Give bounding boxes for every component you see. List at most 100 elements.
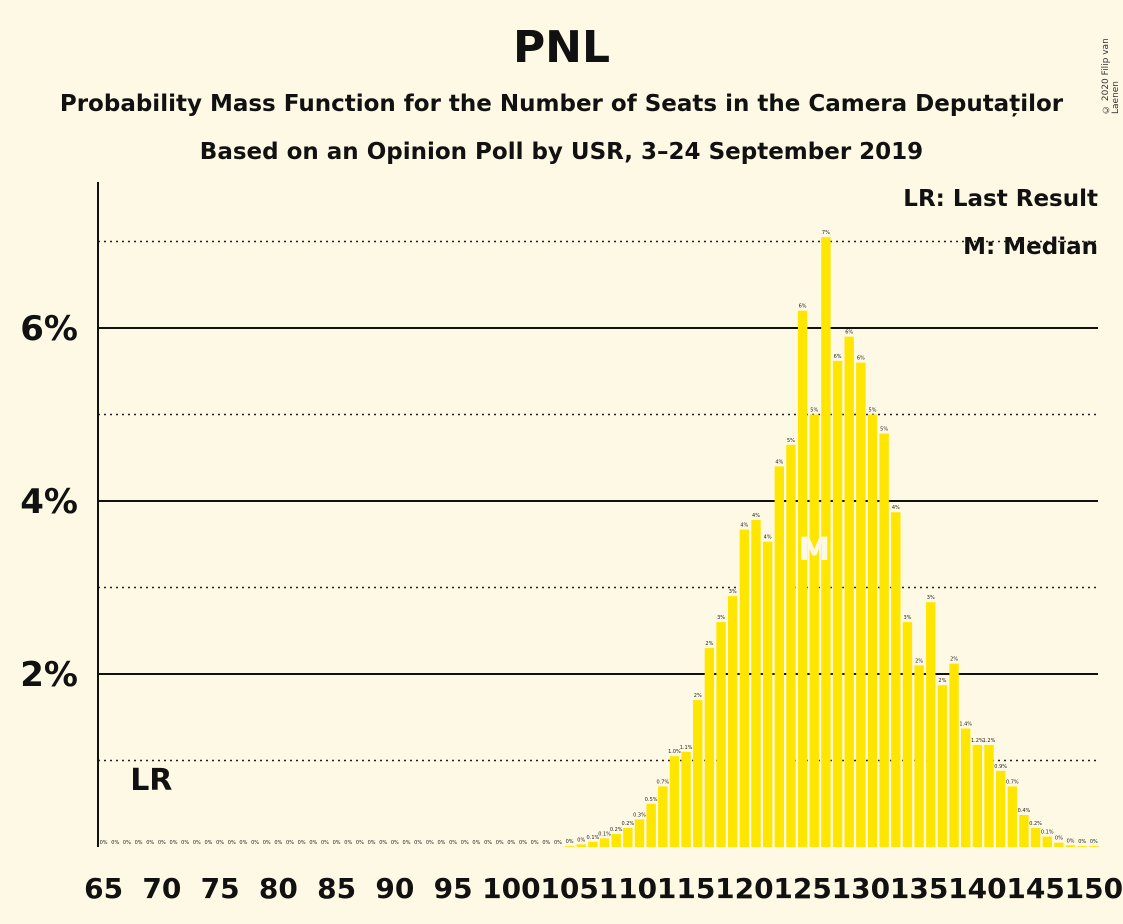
data-label: 1.2% [971,738,984,744]
data-label: 0% [263,840,271,846]
data-label: 0% [321,840,329,846]
data-label: 0.2% [610,827,623,833]
data-label: 5% [869,408,877,414]
data-label: 0% [216,840,224,846]
bar [937,685,948,847]
data-label: 6% [857,356,865,362]
x-tick-label: 145 [1006,872,1064,905]
x-tick-label: 150 [1065,872,1123,905]
bar [809,414,819,847]
bar [634,819,645,847]
data-label: 0% [484,840,492,846]
bar [972,744,983,847]
bar [623,827,633,847]
data-label: 0% [100,840,108,846]
bar [879,433,889,847]
bar [1030,827,1041,847]
data-label: 0.2% [621,821,634,827]
data-label: 1.4% [959,721,972,727]
bar [914,665,924,847]
data-label: 0% [1067,838,1075,844]
bar [576,844,586,847]
bar [1054,842,1064,847]
chart-subtitle: Probability Mass Function for the Number… [59,91,1064,117]
data-label: 0% [519,840,527,846]
data-label: 1.0% [668,749,681,755]
data-label: 0% [566,839,574,845]
chart-title: PNL [512,22,611,73]
bar [658,786,668,847]
bar [728,596,738,847]
bar [564,846,575,847]
bar [1007,786,1017,847]
x-tick-label: 120 [715,872,773,905]
data-label: 0% [298,840,306,846]
data-label: 3% [927,595,935,601]
bar [716,622,726,847]
y-tick-label: 2% [20,655,78,695]
bar [891,512,901,847]
data-label: 6% [799,304,807,310]
bar [681,751,691,847]
data-label: 2% [950,657,958,663]
legend-median: M: Median [963,234,1098,260]
bar [797,310,808,847]
data-label: 3% [903,615,911,621]
marker-labels: LR M [130,530,830,798]
bar-series [564,237,1099,848]
x-tick-label: 65 [84,872,123,905]
data-label: 2% [694,693,702,699]
data-label: 0% [507,840,515,846]
x-tick-label: 100 [482,872,540,905]
bar [926,602,936,847]
x-tick-label: 75 [201,872,240,905]
bar [762,541,773,847]
data-label: 0% [426,840,434,846]
bar [1077,846,1087,847]
x-tick-label: 125 [773,872,831,905]
bar [844,336,854,847]
data-label: 0.7% [656,779,669,785]
data-label: 0% [414,840,422,846]
chart-source-line: Based on an Opinion Poll by USR, 3–24 Se… [199,139,924,165]
data-label: 0% [170,840,178,846]
data-label: 0% [496,840,504,846]
data-label: 0% [181,840,189,846]
x-tick-label: 85 [317,872,356,905]
data-label: 0% [368,840,376,846]
bar [1019,814,1029,847]
last-result-marker: LR [130,763,172,798]
data-label: 4% [764,535,772,541]
bar [821,237,831,848]
data-label: 0% [228,840,236,846]
data-label: 0% [1078,839,1086,845]
data-label: 0.1% [598,831,611,837]
bar [1089,846,1099,847]
x-tick-label: 115 [657,872,715,905]
data-label: 0.9% [994,764,1007,770]
data-label: 0% [531,840,539,846]
data-label: 7% [822,230,830,236]
data-label: 0% [449,840,457,846]
bar [786,444,796,847]
data-label: 0% [391,840,399,846]
bar [739,529,750,847]
data-label: 5% [880,427,888,433]
data-label: 3% [729,589,737,595]
bar [995,770,1006,847]
median-marker: M [798,530,830,568]
data-label: 0% [437,840,445,846]
data-label: 4% [892,505,900,511]
data-label: 0.2% [1029,821,1042,827]
x-tick-label: 110 [599,872,657,905]
data-label: 5% [787,438,795,444]
data-label: 0% [135,840,143,846]
data-label: 0% [146,840,154,846]
data-label: 0.5% [645,797,658,803]
bar [1042,836,1052,847]
bar [599,838,610,847]
legend-last-result: LR: Last Result [903,186,1098,212]
data-label: 0% [123,840,131,846]
x-tick-label: 80 [259,872,298,905]
